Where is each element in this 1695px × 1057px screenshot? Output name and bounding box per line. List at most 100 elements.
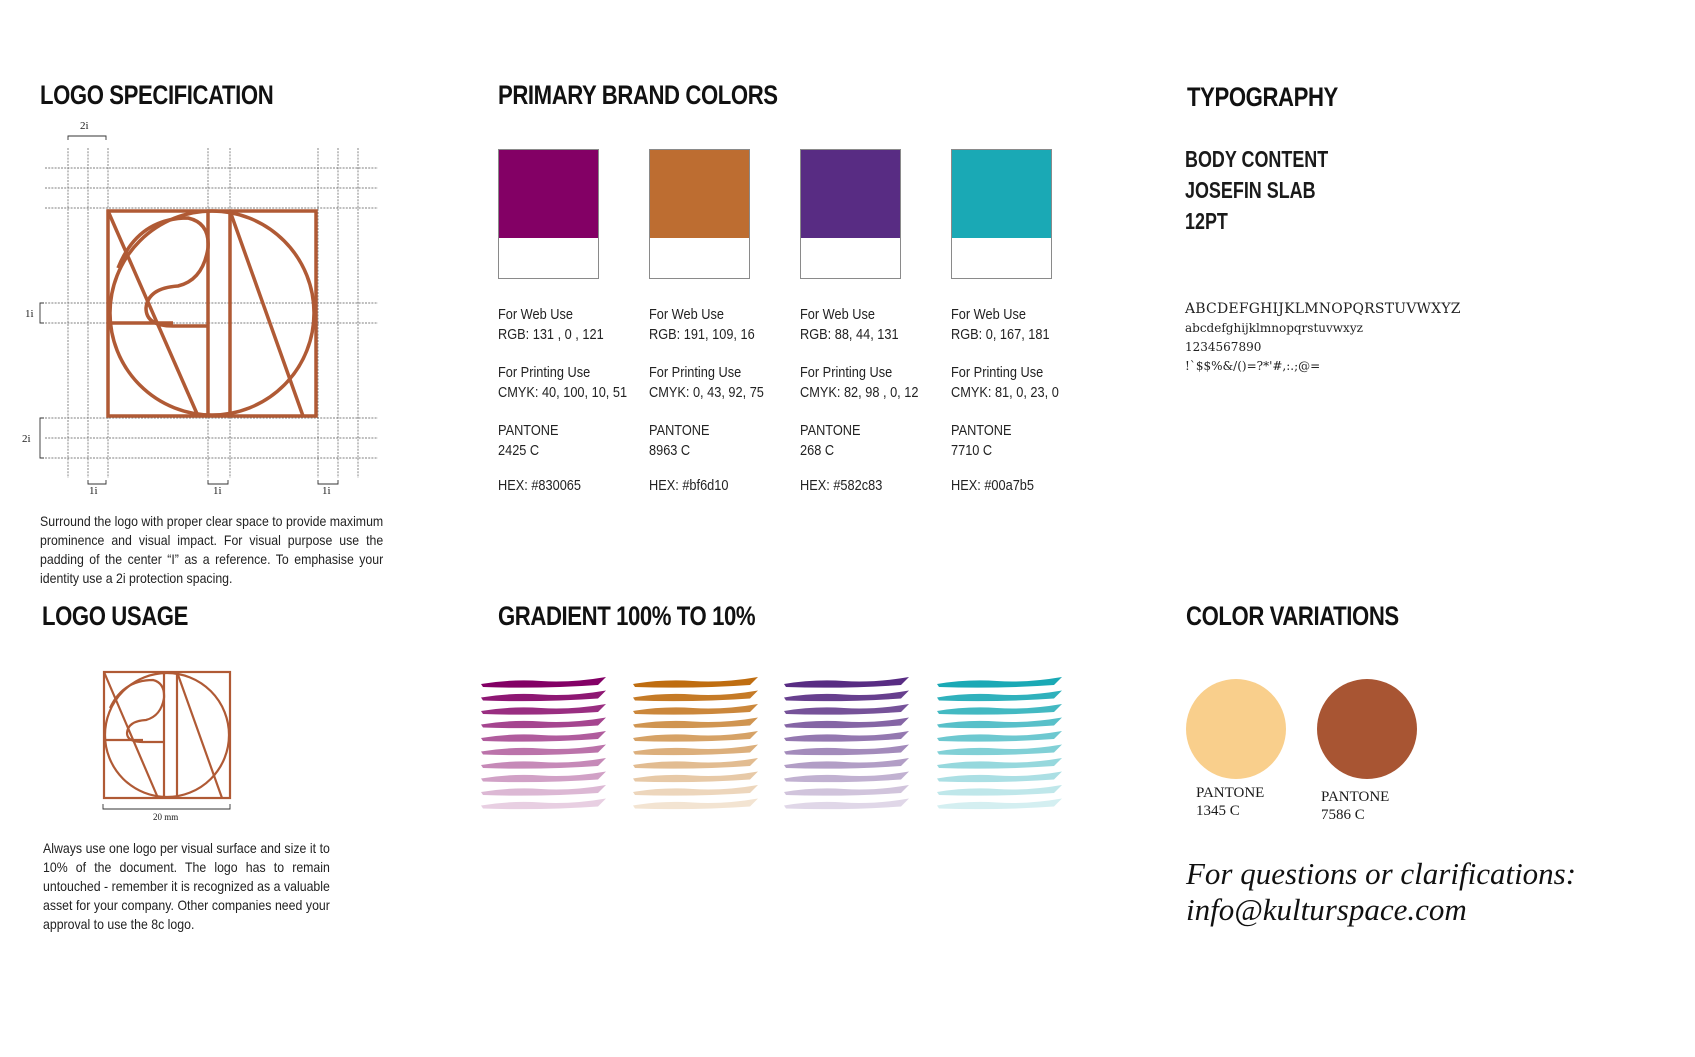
dim-left-label-2: 2i [22, 433, 31, 445]
pantone-code: 7586 C [1321, 807, 1365, 823]
gradient-stroke [937, 771, 1062, 783]
color-variation-circle-2 [1317, 679, 1417, 779]
gradient-stroke [633, 771, 758, 783]
gradient-stroke [633, 744, 758, 756]
cmyk-value: CMYK: 81, 0, 23, 0 [951, 384, 1059, 401]
gradient-stroke [937, 704, 1062, 715]
cmyk-value: CMYK: 40, 100, 10, 51 [498, 384, 628, 401]
gradient-stroke [937, 677, 1062, 688]
contact-email[interactable]: info@kulturspace.com [1186, 892, 1467, 927]
gradient-stroke [481, 744, 606, 756]
brand-color-card-1: For Web Use RGB: 131 , 0 , 121 For Print… [498, 149, 645, 497]
gradient-stroke [937, 758, 1062, 769]
logo-usage-image [102, 670, 232, 810]
pantone-label: PANTONE [800, 423, 861, 439]
print-use-label: For Printing Use [649, 365, 742, 381]
gradient-stroke [784, 704, 909, 715]
gradient-stroke [481, 758, 606, 769]
pantone-label: PANTONE [1196, 785, 1265, 801]
gradient-title: GRADIENT 100% TO 10% [498, 601, 756, 631]
rgb-value: RGB: 131 , 0 , 121 [498, 326, 604, 343]
pantone-label: PANTONE [1321, 789, 1390, 805]
glyph-uppercase: ABCDEFGHIJKLMNOPQRSTUVWXYZ [1185, 301, 1461, 317]
gradient-strokes [481, 677, 1062, 810]
gradient-stroke [633, 677, 758, 688]
glyph-digits: 1234567890 [1185, 340, 1262, 354]
gradient-stroke [937, 731, 1062, 742]
gradient-stroke [481, 771, 606, 783]
gradient-stroke [633, 731, 758, 742]
typography-line-1: BODY CONTENT [1185, 146, 1329, 172]
dim-bottom-label-2: 1i [213, 485, 222, 497]
contact-block: For questions or clarifications: info@ku… [1186, 856, 1576, 928]
gradient-stroke [784, 677, 909, 688]
rgb-value: RGB: 88, 44, 131 [800, 326, 899, 343]
gradient-stroke [633, 758, 758, 769]
logo-spec-grid [39, 135, 378, 485]
gradient-stroke [937, 744, 1062, 756]
hex-value: HEX: #582c83 [800, 478, 883, 494]
rgb-value: RGB: 191, 109, 16 [649, 326, 755, 343]
cmyk-value: CMYK: 82, 98 , 0, 12 [800, 384, 919, 401]
gradient-stroke [784, 758, 909, 769]
brand-color-card-3: For Web Use RGB: 88, 44, 131 For Printin… [800, 149, 935, 497]
dim-left-label-1: 1i [25, 308, 34, 320]
web-use-label: For Web Use [649, 307, 724, 323]
gradient-stroke [784, 717, 909, 729]
gradient-stroke [481, 798, 606, 810]
color-swatch-4 [951, 149, 1052, 279]
color-swatch-3 [800, 149, 901, 279]
web-use-label: For Web Use [498, 307, 573, 323]
pantone-value: 8963 C [649, 442, 691, 459]
contact-prompt: For questions or clarifications: [1186, 856, 1577, 891]
pantone-value: 268 C [800, 442, 835, 459]
gradient-stroke [633, 798, 758, 810]
gradient-stroke [937, 798, 1062, 810]
gradient-stroke [784, 771, 909, 783]
color-swatch-1 [498, 149, 599, 279]
print-use-label: For Printing Use [498, 365, 591, 381]
logo-usage-title: LOGO USAGE [42, 601, 188, 631]
hex-value: HEX: #bf6d10 [649, 478, 729, 494]
gradient-stroke [784, 731, 909, 742]
typography-spec: BODY CONTENT JOSEFIN SLAB 12PT [1185, 144, 1328, 237]
gradient-stroke [633, 690, 758, 702]
gradient-stroke [481, 717, 606, 729]
web-use-label: For Web Use [800, 307, 875, 323]
logo-spec-title: LOGO SPECIFICATION [40, 80, 274, 110]
gradient-stroke [481, 785, 606, 796]
gradient-stroke [633, 785, 758, 796]
pantone-code: 1345 C [1196, 803, 1240, 819]
glyph-lowercase: abcdefghijklmnopqrstuvwxyz [1185, 321, 1363, 335]
dim-bottom-label-3: 1i [322, 485, 331, 497]
gradient-stroke [937, 690, 1062, 702]
gradient-stroke [481, 731, 606, 742]
gradient-stroke [784, 690, 909, 702]
typography-line-2: JOSEFIN SLAB [1185, 177, 1316, 203]
pantone-label: PANTONE [951, 423, 1012, 439]
color-variation-label-2: PANTONE 7586 C [1321, 788, 1389, 824]
logo-spec-description: Surround the logo with proper clear spac… [40, 513, 384, 586]
brand-color-card-2: For Web Use RGB: 191, 109, 16 For Printi… [649, 149, 780, 497]
typography-line-3: 12PT [1185, 208, 1228, 234]
hex-value: HEX: #830065 [498, 478, 582, 494]
pantone-label: PANTONE [649, 423, 710, 439]
gradient-stroke [937, 785, 1062, 796]
gradient-stroke [481, 690, 606, 702]
logo-usage-description: Always use one logo per visual surface a… [43, 840, 330, 932]
color-variation-circle-1 [1186, 679, 1286, 779]
gradient-stroke [784, 785, 909, 796]
glyph-sample: ABCDEFGHIJKLMNOPQRSTUVWXYZ abcdefghijklm… [1185, 300, 1461, 376]
gradient-stroke [937, 717, 1062, 729]
brand-colors-title: PRIMARY BRAND COLORS [498, 80, 778, 110]
color-swatch-2 [649, 149, 750, 279]
typography-title: TYPOGRAPHY [1187, 82, 1338, 112]
gradient-stroke [633, 704, 758, 715]
dim-bottom-label-1: 1i [89, 485, 98, 497]
hex-value: HEX: #00a7b5 [951, 478, 1035, 494]
gradient-stroke [784, 744, 909, 756]
rgb-value: RGB: 0, 167, 181 [951, 326, 1050, 343]
gradient-stroke [784, 798, 909, 810]
pantone-value: 7710 C [951, 442, 993, 459]
color-variations-title: COLOR VARIATIONS [1186, 601, 1399, 631]
